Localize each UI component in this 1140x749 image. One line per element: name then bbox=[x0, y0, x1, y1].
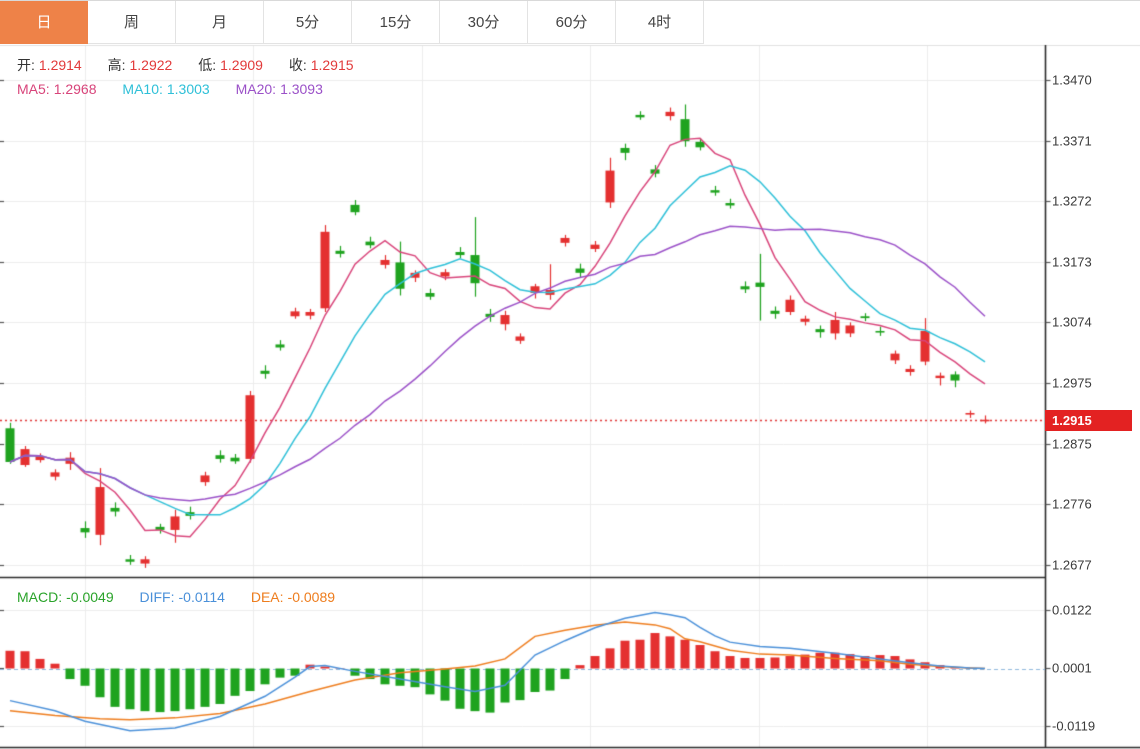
period-tabbar: 日周月 5分 15分 30分 60分 4时 bbox=[0, 0, 1140, 44]
ma5-label: MA5: bbox=[17, 81, 50, 97]
ohlc-legend: 开: 1.2914 高: 1.2922 低: 1.2909 收: 1.2915 bbox=[17, 55, 358, 75]
macd-y-tick: 0.0122 bbox=[1052, 602, 1092, 618]
close-label: 收: bbox=[288, 57, 307, 73]
tab-月[interactable]: 月 bbox=[176, 1, 264, 44]
kline-y-tick: 1.3173 bbox=[1052, 254, 1092, 270]
open-value: 1.2914 bbox=[38, 57, 82, 73]
kline-y-tick: 1.3371 bbox=[1052, 133, 1092, 149]
close-value: 1.2915 bbox=[310, 57, 354, 73]
dea-label: DEA: bbox=[250, 589, 284, 605]
kline-y-tick: 1.3272 bbox=[1052, 193, 1092, 209]
tab-日[interactable]: 日 bbox=[0, 1, 88, 44]
ma20-value: 1.3093 bbox=[280, 81, 323, 97]
high-label: 高: bbox=[107, 57, 126, 73]
ma20-label: MA20: bbox=[235, 81, 277, 97]
macd-y-tick: -0.0119 bbox=[1052, 718, 1096, 734]
diff-value: -0.0114 bbox=[178, 589, 225, 605]
kline-y-tick: 1.2776 bbox=[1052, 496, 1092, 512]
ma-legend: MA5: 1.2968 MA10: 1.3003 MA20: 1.3093 bbox=[17, 81, 327, 97]
high-value: 1.2922 bbox=[129, 57, 173, 73]
macd-y-tick: 0.0001 bbox=[1052, 660, 1092, 676]
tab-30分[interactable]: 30分 bbox=[440, 1, 528, 44]
ma10-value: 1.3003 bbox=[166, 81, 210, 97]
low-label: 低: bbox=[198, 57, 217, 73]
kline-y-tick: 1.3074 bbox=[1052, 314, 1092, 330]
macd-legend: MACD: -0.0049 DIFF: -0.0114 DEA: -0.0089 bbox=[17, 589, 339, 605]
current-price-badge: 1.2915 bbox=[1045, 410, 1132, 431]
open-label: 开: bbox=[17, 57, 35, 73]
ma10-label: MA10: bbox=[122, 81, 163, 97]
diff-label: DIFF: bbox=[139, 589, 175, 605]
kline-y-tick: 1.2975 bbox=[1052, 375, 1092, 391]
ma5-value: 1.2968 bbox=[53, 81, 97, 97]
kline-y-tick: 1.3470 bbox=[1052, 72, 1092, 88]
macd-label: MACD: bbox=[17, 589, 63, 605]
low-value: 1.2909 bbox=[220, 57, 263, 73]
tab-4时[interactable]: 4时 bbox=[616, 1, 704, 44]
tab-60分[interactable]: 60分 bbox=[528, 1, 616, 44]
tab-5分[interactable]: 5分 bbox=[264, 1, 352, 44]
dea-value: -0.0089 bbox=[287, 589, 336, 605]
tab-15分[interactable]: 15分 bbox=[352, 1, 440, 44]
kline-y-tick: 1.2875 bbox=[1052, 436, 1092, 452]
kline-y-tick: 1.2677 bbox=[1052, 557, 1092, 573]
tab-周[interactable]: 周 bbox=[88, 1, 176, 44]
macd-value: -0.0049 bbox=[66, 589, 114, 605]
